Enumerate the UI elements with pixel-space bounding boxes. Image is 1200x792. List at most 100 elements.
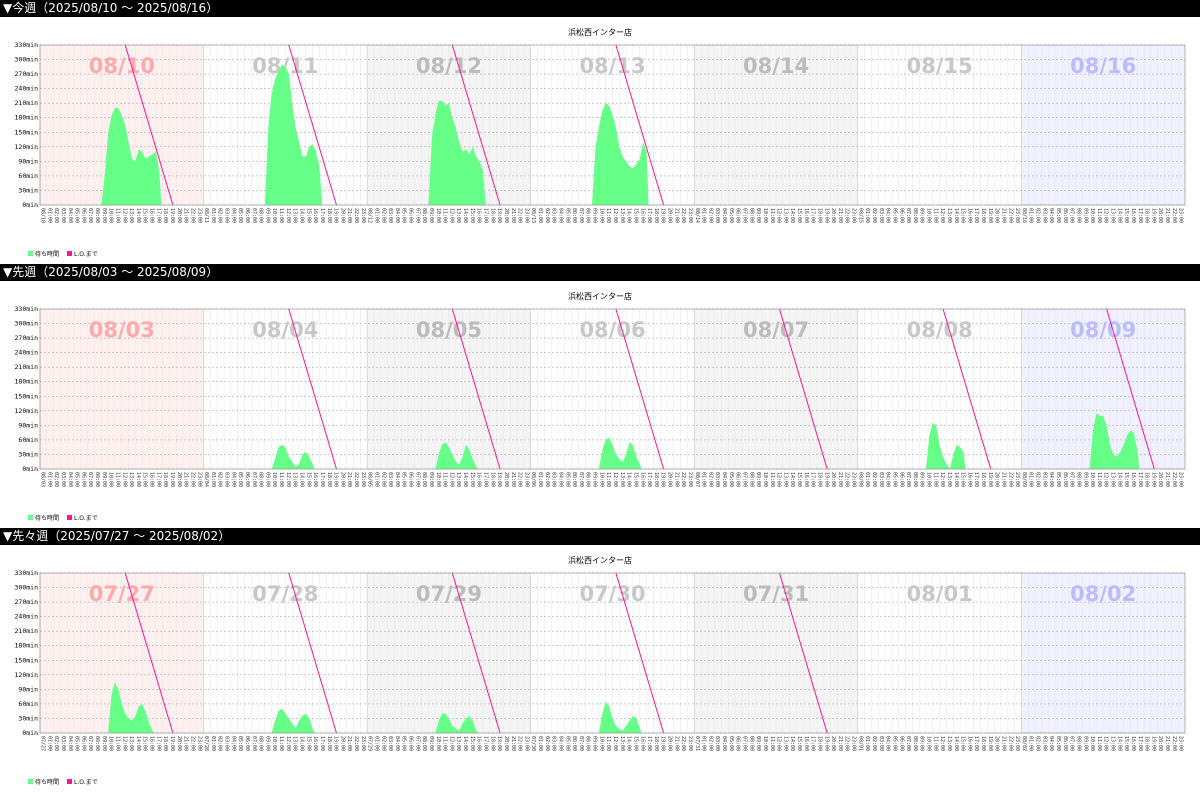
x-tick-label: 16:00 bbox=[1130, 472, 1136, 487]
y-tick-label: 150min bbox=[15, 392, 39, 400]
x-tick-label: 16:00 bbox=[312, 208, 318, 223]
x-tick-label: 20:00 bbox=[994, 208, 1000, 223]
day-label: 08/05 bbox=[416, 318, 482, 342]
x-tick-label: 12:00 bbox=[448, 472, 454, 487]
x-tick-label: 18:00 bbox=[817, 472, 823, 487]
wait-time-area bbox=[435, 713, 479, 733]
x-tick-label: 11:00 bbox=[605, 472, 611, 487]
x-tick-label: 01:00 bbox=[537, 472, 543, 487]
x-tick-label: 03:00 bbox=[387, 208, 393, 223]
x-tick-label: 07:00 bbox=[414, 208, 420, 223]
x-tick-label: 02:00 bbox=[380, 736, 386, 751]
x-tick-label: 07/29 bbox=[367, 736, 373, 751]
x-tick-label: 02:00 bbox=[707, 472, 713, 487]
x-tick-label: 12:00 bbox=[776, 736, 782, 751]
day-label: 08/16 bbox=[1070, 54, 1136, 78]
x-tick-label: 06:00 bbox=[898, 472, 904, 487]
x-tick-label: 15:00 bbox=[796, 736, 802, 751]
x-tick-label: 20:00 bbox=[830, 736, 836, 751]
x-tick-label: 09:00 bbox=[264, 736, 270, 751]
x-tick-label: 16:00 bbox=[476, 208, 482, 223]
x-tick-label: 16:00 bbox=[639, 736, 645, 751]
legend-label-lo: L.O.まで bbox=[74, 779, 98, 786]
x-tick-label: 07:00 bbox=[905, 736, 911, 751]
y-tick-label: 330min bbox=[15, 569, 39, 577]
x-tick-label: 10:00 bbox=[762, 736, 768, 751]
x-tick-label: 11:00 bbox=[605, 736, 611, 751]
y-tick-label: 210min bbox=[15, 627, 39, 635]
x-tick-label: 10:00 bbox=[1089, 736, 1095, 751]
x-tick-label: 17:00 bbox=[973, 736, 979, 751]
x-tick-label: 15:00 bbox=[142, 472, 148, 487]
x-tick-label: 09:00 bbox=[264, 472, 270, 487]
y-tick-label: 60min bbox=[18, 700, 38, 708]
x-tick-label: 09:00 bbox=[264, 208, 270, 223]
x-tick-label: 17:00 bbox=[319, 472, 325, 487]
x-tick-label: 13:00 bbox=[782, 208, 788, 223]
x-tick-label: 09:00 bbox=[755, 736, 761, 751]
x-tick-label: 07:00 bbox=[87, 736, 93, 751]
x-tick-label: 04:00 bbox=[230, 472, 236, 487]
x-tick-label: 07:00 bbox=[1069, 208, 1075, 223]
x-tick-label: 08:00 bbox=[421, 208, 427, 223]
week-header-range: （2025/08/03 〜 2025/08/09） bbox=[36, 265, 219, 279]
x-tick-label: 12:00 bbox=[612, 472, 618, 487]
x-tick-label: 16:00 bbox=[1130, 736, 1136, 751]
y-tick-label: 300min bbox=[15, 320, 39, 328]
x-tick-label: 07:00 bbox=[742, 208, 748, 223]
x-tick-label: 09:00 bbox=[428, 736, 434, 751]
x-tick-label: 10:00 bbox=[762, 208, 768, 223]
x-tick-label: 10:00 bbox=[598, 736, 604, 751]
x-tick-label: 08/11 bbox=[203, 208, 209, 223]
x-tick-label: 16:00 bbox=[476, 736, 482, 751]
x-tick-label: 06:00 bbox=[244, 472, 250, 487]
x-tick-label: 18:00 bbox=[1144, 472, 1150, 487]
x-tick-label: 22:00 bbox=[353, 472, 359, 487]
x-tick-label: 04:00 bbox=[721, 472, 727, 487]
x-tick-label: 23:00 bbox=[196, 472, 202, 487]
x-tick-label: 02:00 bbox=[871, 208, 877, 223]
x-tick-label: 17:00 bbox=[319, 208, 325, 223]
wait-time-area bbox=[271, 444, 315, 469]
x-tick-label: 05:00 bbox=[728, 472, 734, 487]
legend-label-wait: 待ち時間 bbox=[35, 778, 59, 786]
x-tick-label: 12:00 bbox=[776, 472, 782, 487]
x-tick-label: 08:00 bbox=[94, 208, 100, 223]
x-tick-label: 17:00 bbox=[155, 208, 161, 223]
y-tick-label: 330min bbox=[15, 305, 39, 313]
day-label: 08/13 bbox=[579, 54, 645, 78]
y-tick-label: 210min bbox=[15, 99, 39, 107]
x-tick-label: 08/15 bbox=[857, 208, 863, 223]
week-header-prefix: ▼先週 bbox=[3, 265, 37, 279]
x-tick-label: 15:00 bbox=[469, 472, 475, 487]
x-tick-label: 20:00 bbox=[1157, 736, 1163, 751]
x-tick-label: 08:00 bbox=[748, 472, 754, 487]
x-tick-label: 19:00 bbox=[333, 472, 339, 487]
x-tick-label: 22:00 bbox=[189, 736, 195, 751]
x-tick-label: 10:00 bbox=[271, 208, 277, 223]
x-tick-label: 16:00 bbox=[312, 472, 318, 487]
x-tick-label: 02:00 bbox=[53, 208, 59, 223]
x-tick-label: 18:00 bbox=[653, 472, 659, 487]
x-tick-label: 21:00 bbox=[346, 208, 352, 223]
x-tick-label: 22:00 bbox=[517, 208, 523, 223]
x-tick-label: 03:00 bbox=[1041, 472, 1047, 487]
x-tick-label: 13:00 bbox=[619, 736, 625, 751]
x-tick-label: 19:00 bbox=[1150, 472, 1156, 487]
x-tick-label: 03:00 bbox=[714, 208, 720, 223]
x-tick-label: 04:00 bbox=[721, 208, 727, 223]
x-tick-label: 17:00 bbox=[810, 736, 816, 751]
x-tick-label: 11:00 bbox=[769, 472, 775, 487]
x-tick-label: 11:00 bbox=[115, 208, 121, 223]
x-tick-label: 20:00 bbox=[1157, 208, 1163, 223]
x-tick-label: 12:00 bbox=[285, 208, 291, 223]
x-tick-label: 09:00 bbox=[1082, 472, 1088, 487]
x-tick-label: 01:00 bbox=[1028, 208, 1034, 223]
day-label: 08/06 bbox=[579, 318, 645, 342]
x-tick-label: 07:00 bbox=[742, 736, 748, 751]
x-tick-label: 23:00 bbox=[523, 472, 529, 487]
week-section-two-weeks-ago: ▼先々週（2025/07/27 〜 2025/08/02） 浜松西インター店 0m… bbox=[0, 528, 1200, 792]
x-tick-label: 15:00 bbox=[632, 208, 638, 223]
x-tick-label: 10:00 bbox=[762, 472, 768, 487]
x-tick-label: 04:00 bbox=[230, 208, 236, 223]
